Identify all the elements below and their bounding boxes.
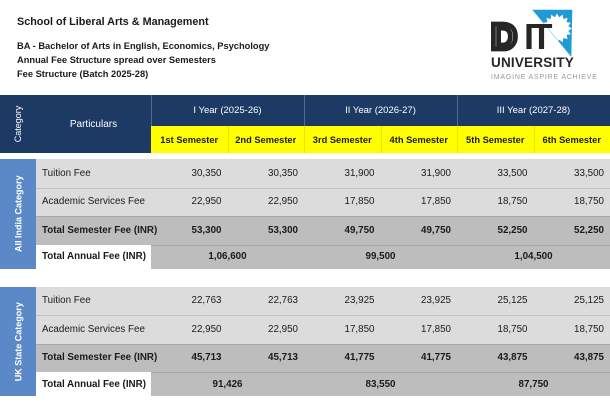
svg-text:IT: IT [524, 16, 553, 57]
svg-text:UNIVERSITY: UNIVERSITY [491, 55, 574, 70]
svg-text:IMAGINE ASPIRE ACHIEVE: IMAGINE ASPIRE ACHIEVE [491, 74, 598, 81]
svg-text:D: D [491, 16, 517, 57]
